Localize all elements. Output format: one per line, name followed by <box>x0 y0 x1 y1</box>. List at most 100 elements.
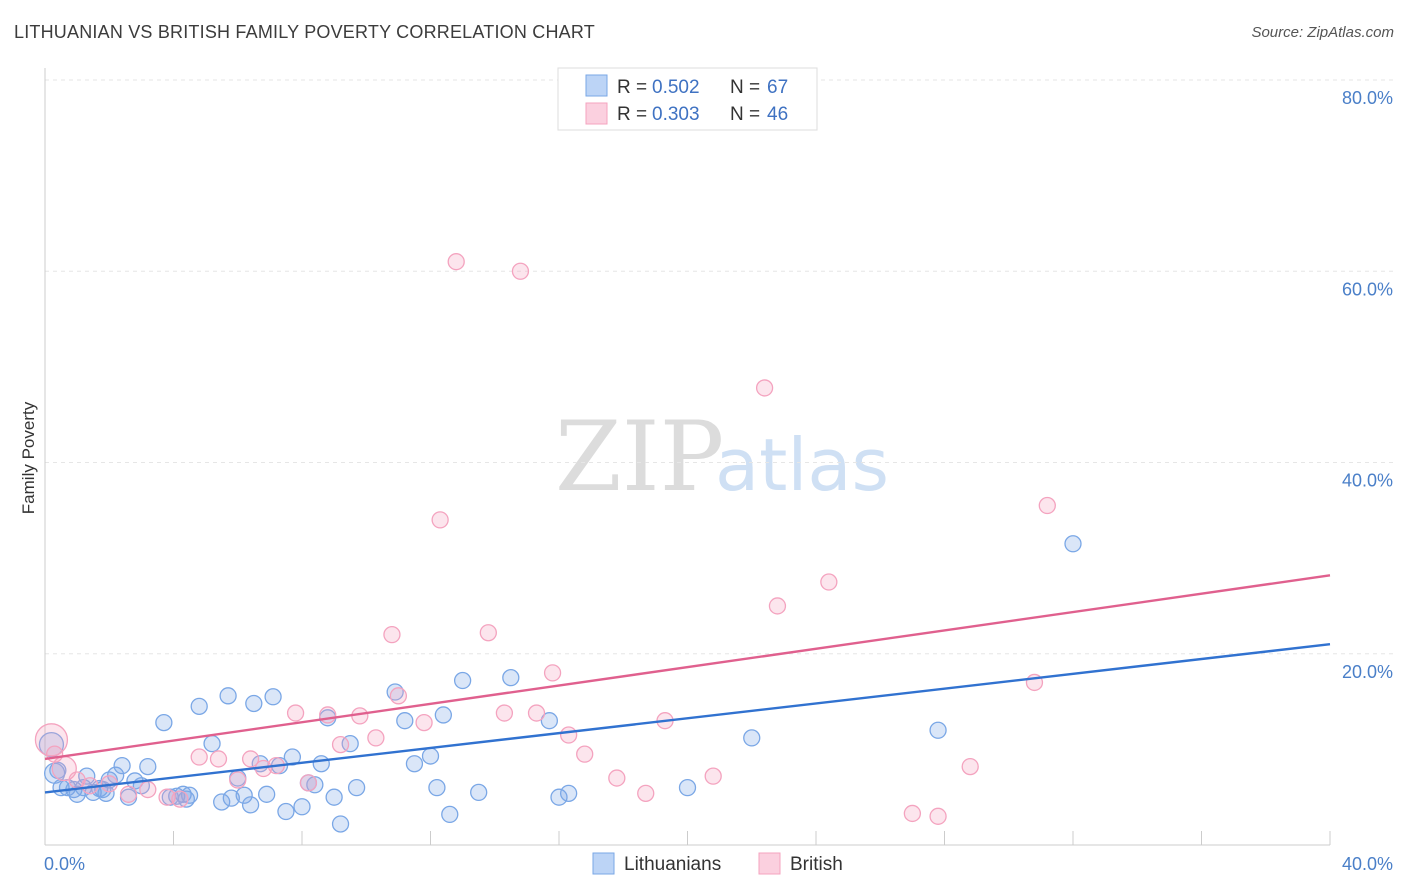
point-british-6 <box>139 780 157 799</box>
point-british-30 <box>543 664 562 682</box>
stats-legend: R = 0.502 N = 67 R = 0.303 N = 46 <box>557 67 818 131</box>
point-lithuanians-17 <box>155 713 173 732</box>
point-british-7 <box>158 788 176 806</box>
point-british-45 <box>45 745 64 763</box>
grid-lines <box>45 79 1395 655</box>
point-lithuanians-60 <box>743 729 761 747</box>
point-lithuanians-45 <box>347 778 366 797</box>
point-british-38 <box>768 597 787 615</box>
point-british-9 <box>190 748 208 766</box>
y-axis-label: Family Poverty <box>19 401 38 514</box>
point-british-26 <box>479 624 497 642</box>
stats-r-value-1: 0.502 <box>652 77 700 98</box>
point-lithuanians-7 <box>78 767 96 785</box>
point-british-20 <box>367 729 385 747</box>
point-lithuanians-52 <box>441 805 459 824</box>
stats-r-label-1: R = <box>617 77 647 98</box>
source-label: Source: ZipAtlas.com <box>1251 24 1394 41</box>
x-tick-label-1: 40.0% <box>1342 854 1393 874</box>
stats-n-value-2: 46 <box>767 104 788 125</box>
point-british-34 <box>637 784 655 803</box>
point-lithuanians-43 <box>331 815 350 833</box>
point-british-41 <box>929 807 947 825</box>
watermark: ZIP atlas <box>555 401 889 513</box>
point-lithuanians-65 <box>177 790 196 808</box>
point-lithuanians-49 <box>421 747 440 765</box>
chart-title: LITHUANIAN VS BRITISH FAMILY POVERTY COR… <box>14 22 595 42</box>
point-lithuanians-42 <box>325 788 343 806</box>
point-lithuanians-24 <box>213 793 231 811</box>
trend-line-lithuanians <box>44 642 1331 794</box>
point-lithuanians-55 <box>502 669 520 687</box>
point-lithuanians-37 <box>293 798 311 816</box>
point-lithuanians-29 <box>241 796 260 814</box>
point-british-24 <box>431 511 449 529</box>
point-lithuanians-57 <box>550 788 568 806</box>
y-tick-labels: 20.0% 40.0% 60.0% 80.0% <box>1342 88 1393 682</box>
point-lithuanians-40 <box>312 755 330 773</box>
x-tick-label-0: 0.0% <box>44 854 85 874</box>
point-lithuanians-16 <box>139 757 157 776</box>
point-lithuanians-59 <box>678 778 697 797</box>
point-lithuanians-51 <box>434 706 453 724</box>
point-british-31 <box>559 726 578 744</box>
point-lithuanians-26 <box>222 789 240 807</box>
point-lithuanians-61 <box>929 721 947 739</box>
point-british-15 <box>286 704 305 722</box>
legend-swatch-lithuanians <box>592 852 615 875</box>
point-british-21 <box>383 625 401 644</box>
point-british-18 <box>331 735 350 754</box>
point-british-44 <box>1038 496 1056 515</box>
legend-label-lithuanians: Lithuanians <box>624 854 721 875</box>
point-lithuanians-58 <box>559 784 578 803</box>
point-british-40 <box>903 804 922 823</box>
point-british-33 <box>608 769 626 787</box>
point-lithuanians-54 <box>470 783 488 802</box>
trend-lines <box>44 574 1331 794</box>
point-lithuanians-35 <box>277 802 295 821</box>
watermark-atlas: atlas <box>715 423 889 507</box>
point-lithuanians-0 <box>38 731 65 758</box>
point-lithuanians-53 <box>453 671 472 690</box>
point-british-10 <box>209 750 228 768</box>
point-lithuanians-23 <box>203 734 221 753</box>
series-legend: Lithuanians British <box>592 852 843 875</box>
stats-swatch-lithuanians <box>585 74 608 97</box>
y-tick-label-1: 40.0% <box>1342 471 1393 491</box>
point-lithuanians-28 <box>235 786 253 804</box>
stats-r-label-2: R = <box>617 104 647 125</box>
y-tick-label-2: 60.0% <box>1342 279 1393 299</box>
legend-swatch-british <box>758 852 781 875</box>
point-lithuanians-62 <box>1064 535 1082 553</box>
stats-n-label-1: N = <box>730 77 760 98</box>
point-lithuanians-48 <box>405 755 424 773</box>
point-british-23 <box>415 713 433 732</box>
point-british-27 <box>495 704 514 722</box>
point-british-8 <box>171 790 189 808</box>
point-british-39 <box>820 573 838 591</box>
point-british-22 <box>389 687 408 705</box>
point-lithuanians-47 <box>396 712 414 730</box>
point-british-29 <box>527 704 546 722</box>
point-british-42 <box>961 757 979 776</box>
point-british-16 <box>299 774 318 792</box>
axes <box>44 68 1331 846</box>
point-lithuanians-22 <box>190 697 208 715</box>
watermark-zip: ZIP <box>555 401 724 513</box>
x-tick-labels: 0.0% 40.0% <box>44 854 1393 874</box>
point-lithuanians-33 <box>264 688 282 706</box>
point-lithuanians-25 <box>219 687 237 705</box>
stats-n-value-1: 67 <box>767 77 788 98</box>
trend-line-british <box>44 574 1331 761</box>
point-british-11 <box>229 771 247 789</box>
y-tick-label-0: 20.0% <box>1342 662 1393 682</box>
point-lithuanians-39 <box>306 776 324 794</box>
point-british-32 <box>576 745 594 763</box>
point-british-5 <box>119 785 138 803</box>
point-british-12 <box>241 750 260 768</box>
stats-r-value-2: 0.303 <box>652 104 700 125</box>
stats-swatch-british <box>585 102 608 125</box>
point-british-37 <box>755 379 774 397</box>
point-lithuanians-30 <box>245 694 263 713</box>
